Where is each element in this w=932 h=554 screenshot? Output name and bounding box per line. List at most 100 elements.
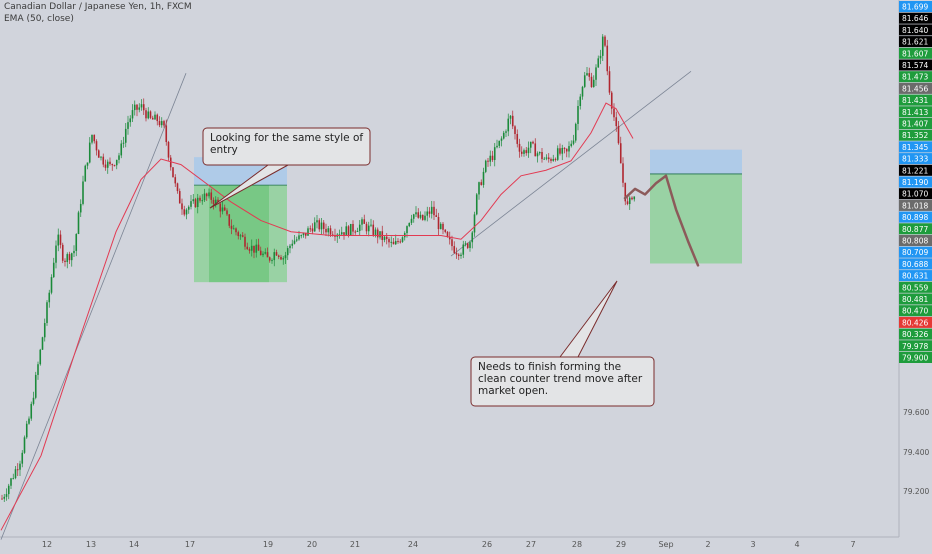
y-tick-label: 79.200 [903,487,929,496]
x-tick-label: Sep [658,540,673,549]
candle-body [610,92,613,109]
candle-body [444,229,447,232]
x-tick-label: 17 [185,540,195,549]
candle-body [145,110,147,119]
candle-body [311,228,314,232]
price-label-badge [899,153,932,165]
candle-body [241,235,244,237]
candle-body [232,228,235,230]
candle-body [608,71,611,93]
price-label: 81.646 [902,14,928,23]
candle-body [77,212,80,234]
price-label: 81.607 [902,49,928,58]
candle-body [554,158,557,160]
candle-body [331,234,334,236]
candle-body [52,262,55,278]
stop-loss-zone [650,149,742,174]
candle-body [430,206,433,214]
candle-body [338,234,341,236]
candle-body [41,337,44,350]
price-label-badge [899,141,932,153]
candle-body [156,114,159,122]
candle-body [97,150,100,158]
candle-body [21,452,24,464]
candle-body [529,141,532,148]
candle-body [154,114,156,120]
candle-body [66,254,69,263]
candle-body [100,156,102,158]
candle-body [300,235,303,237]
candle-body [347,226,350,236]
candle-body [124,128,127,143]
candle-body [410,218,413,223]
price-label: 80.898 [902,213,928,222]
candle-body [367,225,370,232]
price-label-badge [899,352,932,363]
candle-body [255,244,258,253]
candle-body [111,164,114,166]
candle-body [286,248,289,256]
candle-body [248,249,251,251]
symbol-title[interactable]: Canadian Dollar / Japanese Yen, 1h, FXCM [4,2,192,12]
candle-body [552,158,555,161]
y-tick-label: 79.600 [903,408,929,417]
candle-body [34,374,37,398]
price-label: 80.709 [902,248,928,257]
candle-body [5,494,8,497]
price-label: 81.640 [902,26,928,35]
candle-body [426,211,429,216]
candle-body [160,121,163,126]
candle-body [190,201,192,207]
candle-body [253,245,255,253]
candle-body [142,104,145,111]
candle-body [523,150,525,154]
candle-body [448,236,451,240]
price-label-badge [899,340,932,352]
candle-body [559,148,561,154]
candle-body [37,364,39,375]
candle-body [511,115,514,127]
candle-body [14,469,17,479]
candle-body [340,232,343,235]
candle-body [570,143,573,147]
candle-body [421,214,424,220]
candle-body [289,245,291,249]
candle-body [118,155,120,160]
candle-body [606,45,609,72]
candle-body [219,203,222,212]
candle-body [129,118,132,123]
candle-body [284,255,287,259]
candle-body [349,223,352,236]
candle-body [122,142,125,144]
callout-text: Looking for the same style of entry [210,132,363,156]
x-tick-label: 27 [526,540,536,549]
candle-body [455,252,458,255]
indicator-legend[interactable]: EMA (50, close) [4,14,74,24]
candle-body [406,226,408,234]
price-label-badge [899,47,932,59]
candle-body [239,235,242,237]
candle-body [1,498,3,500]
price-label: 80.426 [902,318,928,327]
candle-body [473,214,476,233]
price-label: 80.877 [902,225,928,234]
price-label-badge [899,24,932,36]
candle-body [165,125,168,142]
candle-body [68,254,71,261]
candle-body [237,232,240,237]
candle-body [365,223,368,232]
candle-body [597,58,600,68]
callout-box [470,356,655,407]
candle-body [214,199,217,205]
candle-body [3,496,6,499]
candle-body [424,215,426,220]
x-tick-label: 7 [850,540,855,549]
price-label-badge [899,71,932,83]
price-label: 81.413 [902,108,928,117]
candle-body [19,463,21,470]
candle-body [210,192,213,200]
candle-body [79,203,82,213]
